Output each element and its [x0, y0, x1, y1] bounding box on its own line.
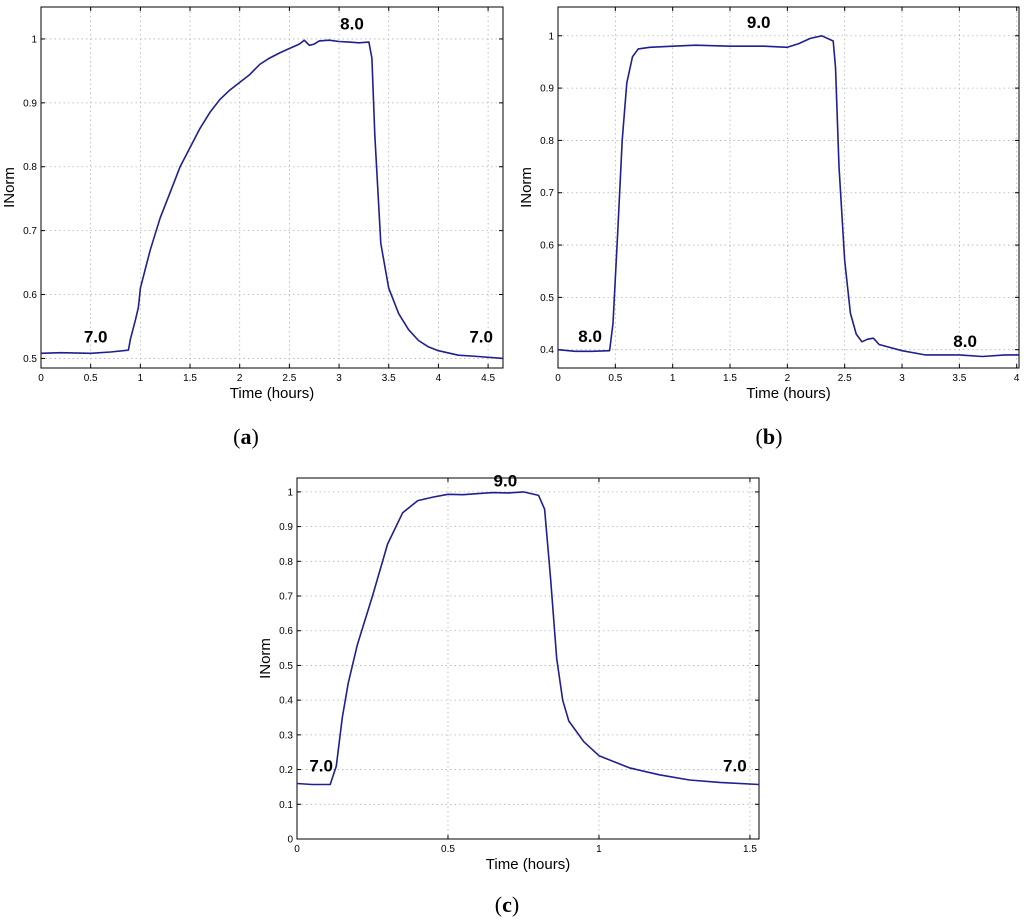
y-tick-label: 0.6 — [279, 626, 293, 637]
panel-letter: c — [502, 892, 512, 917]
x-tick-label: 2 — [785, 373, 791, 384]
y-tick-label: 0 — [287, 835, 293, 846]
x-tick-label: 3 — [899, 373, 905, 384]
x-tick-label: 1 — [670, 373, 676, 384]
x-tick-label: 0.5 — [84, 373, 98, 384]
y-axis-label: INorm — [257, 638, 274, 679]
x-tick-label: 1.5 — [743, 844, 757, 855]
y-tick-label: 0.6 — [540, 241, 554, 252]
series-line — [557, 34, 1019, 358]
x-tick-label: 1.5 — [183, 373, 197, 384]
x-tick-label: 0.5 — [441, 844, 455, 855]
x-tick-label: 4 — [436, 373, 442, 384]
y-tick-label: 0.8 — [279, 557, 293, 568]
y-tick-label: 0.5 — [23, 354, 37, 365]
x-tick-label: 3.5 — [382, 373, 396, 384]
x-tick-label: 3.5 — [952, 373, 966, 384]
y-tick-label: 1 — [31, 34, 37, 45]
y-tick-label: 0.8 — [23, 162, 37, 173]
x-tick-label: 1 — [596, 844, 602, 855]
value-annotation: 8.0 — [578, 327, 602, 346]
x-axis-label: Time (hours) — [486, 856, 570, 873]
chart-panel-c: 0 0.5 1 1.5 0 0.1 0.2 0.3 0.4 0.5 0.6 0.7 0.8 0.9 1 Tim… — [257, 472, 760, 917]
value-annotation: 7.0 — [723, 756, 747, 775]
x-tick-label: 2 — [237, 373, 243, 384]
y-tick-label: 0.7 — [23, 226, 37, 237]
plot-frame — [296, 477, 760, 840]
panel-label: (b) — [756, 424, 783, 449]
y-tick-label: 0.1 — [279, 800, 293, 811]
y-tick-label: 0.6 — [23, 290, 37, 301]
y-tick-label: 0.9 — [540, 84, 554, 95]
x-axis-label: Time (hours) — [746, 385, 830, 402]
value-annotation: 9.0 — [494, 472, 518, 491]
series-line — [296, 491, 760, 786]
y-tick-label: 0.7 — [279, 592, 293, 603]
value-annotation: 7.0 — [84, 327, 108, 346]
panel-label: (a) — [233, 424, 259, 449]
y-tick-label: 1 — [287, 487, 293, 498]
y-tick-label: 0.9 — [279, 522, 293, 533]
y-tick-label: 0.5 — [279, 661, 293, 672]
plot-frame — [557, 6, 1020, 369]
chart-panel-b: 0 0.5 1 1.5 2 2.5 3 3.5 4 0.4 0.5 0.6 0.7 0.8 0.9 1 Time… — [518, 6, 1020, 449]
plot-frame — [40, 6, 504, 369]
x-tick-label: 0 — [294, 844, 300, 855]
value-annotation: 9.0 — [747, 13, 771, 32]
value-annotation: 7.0 — [309, 756, 333, 775]
panel-letter: b — [763, 424, 775, 449]
x-tick-label: 0 — [555, 373, 561, 384]
series-line — [40, 39, 504, 360]
y-tick-label: 0.4 — [279, 696, 293, 707]
x-tick-label: 4 — [1014, 373, 1020, 384]
x-tick-label: 2.5 — [282, 373, 296, 384]
y-tick-label: 0.5 — [540, 293, 554, 304]
y-axis-label: INorm — [518, 167, 535, 208]
value-annotation: 8.0 — [953, 332, 977, 351]
x-tick-label: 3 — [336, 373, 342, 384]
x-axis-label: Time (hours) — [230, 385, 314, 402]
x-tick-label: 0.5 — [608, 373, 622, 384]
y-axis-label: INorm — [1, 167, 18, 208]
y-tick-label: 0.3 — [279, 730, 293, 741]
value-annotation: 7.0 — [469, 327, 493, 346]
y-tick-label: 0.4 — [540, 345, 554, 356]
x-tick-label: 0 — [38, 373, 44, 384]
y-tick-label: 0.2 — [279, 765, 293, 776]
x-tick-label: 1.5 — [723, 373, 737, 384]
y-tick-label: 0.8 — [540, 136, 554, 147]
x-tick-label: 2.5 — [838, 373, 852, 384]
x-tick-label: 4.5 — [481, 373, 495, 384]
chart-panel-a: 0 0.5 1 1.5 2 2.5 3 3.5 4 4.50.50.60.70.80.91Time… — [1, 6, 504, 449]
panel-letter: a — [241, 424, 252, 449]
value-annotation: 8.0 — [340, 14, 364, 33]
y-tick-label: 0.9 — [23, 98, 37, 109]
panel-label: (c) — [495, 892, 519, 917]
y-tick-label: 1 — [548, 31, 554, 42]
y-tick-label: 0.7 — [540, 188, 554, 199]
x-tick-label: 1 — [138, 373, 144, 384]
